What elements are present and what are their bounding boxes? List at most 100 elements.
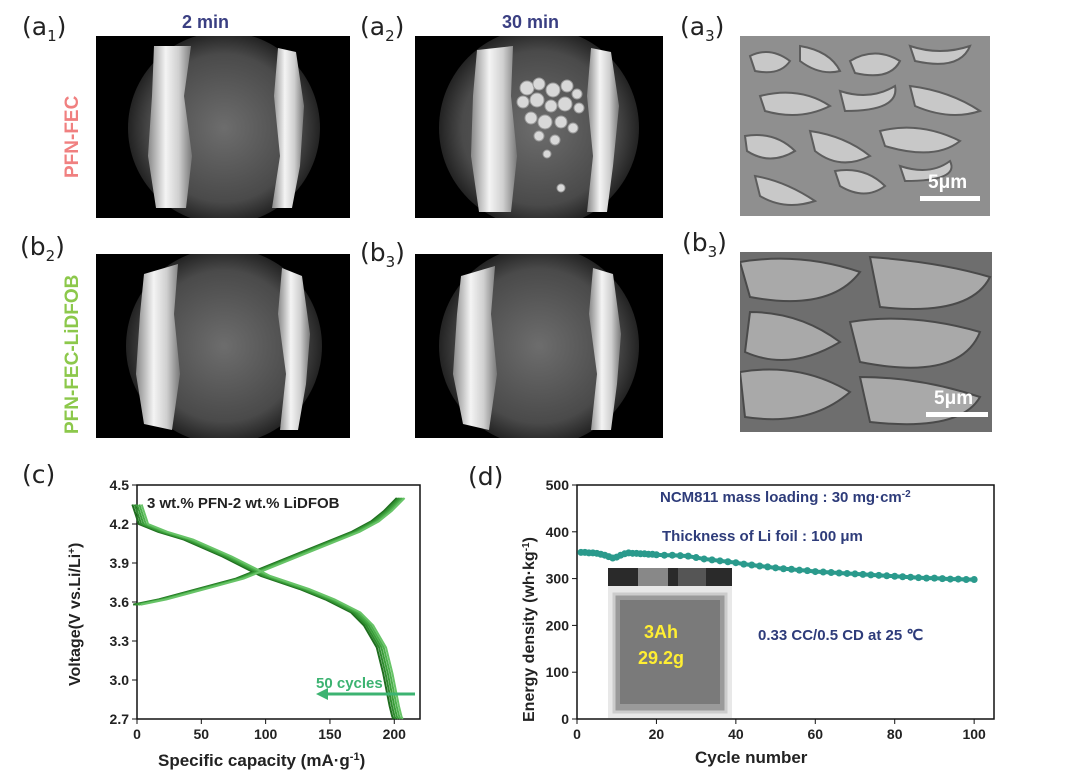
optical-image-a2 [415, 36, 663, 218]
chart-c-ytick-label: 3.9 [110, 555, 130, 571]
chart-d-ytick-label: 500 [546, 477, 570, 493]
scalebar-a3 [920, 196, 980, 201]
chart-c-ytick-label: 3.0 [110, 672, 130, 688]
scalebar-label-b3: 5μm [934, 388, 973, 409]
panel-label-b3: (b3) [360, 238, 405, 271]
chart-d-point [692, 554, 700, 562]
chart-d-point [899, 573, 907, 581]
panel-label-b2: (b2) [20, 232, 65, 265]
chart-c: 0 50 100 150 200 2.7 3.0 3.3 3.6 3.9 4.2 4.5 3 wt.%… [67, 477, 421, 770]
panel-label-d: (d) [468, 462, 504, 491]
chart-d-point [676, 552, 684, 560]
chart-d-point [835, 569, 843, 577]
chart-d-ylabel: Energy density (wh·kg-1) [521, 537, 539, 722]
chart-d-point [915, 574, 923, 582]
chart-d-point [946, 575, 954, 583]
chart-c-charge-line [136, 497, 402, 606]
optical-image-a1 [96, 36, 350, 218]
chart-d-point [883, 572, 891, 580]
dendrite-cluster [516, 77, 585, 193]
chart-d-point [668, 551, 676, 559]
chart-d-point [907, 573, 915, 581]
chart-d-point [684, 552, 692, 560]
chart-c-xtick-label: 50 [194, 726, 210, 742]
pouch-mass-label: 29.2g [638, 648, 684, 668]
chart-d-xtick-label: 60 [807, 726, 823, 742]
chart-c-xlabel: Specific capacity (mA·g-1) [158, 751, 365, 770]
chart-d-xtick-label: 80 [887, 726, 903, 742]
chart-d-point [827, 569, 835, 577]
optical-image-b2 [96, 254, 350, 438]
chart-d-point [724, 558, 732, 566]
chart-c-arrow-head [316, 688, 328, 700]
panel-label-a2: (a2) [360, 12, 405, 45]
chart-c-ytick-label: 3.3 [110, 633, 130, 649]
optical-image-b3 [415, 254, 663, 438]
chart-c-discharge-line [140, 504, 404, 720]
chart-d-annotation-thickness: Thickness of Li foil : 100 μm [662, 528, 863, 545]
chart-d-ytick-label: 200 [546, 617, 570, 633]
chart-d-ytick-label: 300 [546, 571, 570, 587]
panel-label-b3-sem: (b3) [682, 228, 727, 261]
chart-d-point [851, 570, 859, 578]
row-label-pfn-fec: PFN-FEC [62, 95, 83, 178]
time-label-2min: 2 min [182, 12, 230, 32]
chart-c-annotation: 3 wt.% PFN-2 wt.% LiDFOB [147, 495, 340, 512]
chart-c-charge-line [140, 497, 406, 606]
sem-image-b3: 5μm [740, 252, 992, 432]
scalebar-b3 [926, 412, 988, 417]
chart-d-xtick-label: 20 [649, 726, 665, 742]
chart-d-annotation-condition: 0.33 CC/0.5 CD at 25 ℃ [758, 627, 923, 644]
sem-image-a3: 5μm [740, 36, 990, 216]
chart-d-point [867, 571, 875, 579]
chart-d-point [795, 566, 803, 574]
chart-d-point [930, 574, 938, 582]
chart-d: 0 20 40 60 80 100 0 100 200 300 400 500 NCM811 mass… [521, 477, 995, 767]
chart-d-point [708, 556, 716, 564]
chart-d-frame [576, 484, 995, 720]
panel-label-a3: (a3) [680, 12, 725, 45]
chart-d-point [891, 572, 899, 580]
chart-d-point [756, 562, 764, 570]
chart-d-point [740, 560, 748, 568]
chart-c-xtick-label: 200 [383, 726, 407, 742]
chart-d-xlabel: Cycle number [695, 748, 808, 767]
chart-d-xtick-label: 100 [962, 726, 986, 742]
chart-d-xtick-label: 0 [573, 726, 581, 742]
chart-d-point [938, 575, 946, 583]
chart-d-point [859, 570, 867, 578]
chart-d-point [732, 559, 740, 567]
chart-c-charge-line [138, 497, 404, 606]
chart-c-xtick-label: 100 [254, 726, 278, 742]
chart-c-ytick-label: 4.5 [110, 477, 130, 493]
time-label-30min: 30 min [502, 12, 560, 32]
chart-d-point [764, 563, 772, 571]
pouch-capacity-label: 3Ah [644, 622, 678, 642]
chart-c-ytick-label: 3.6 [110, 594, 130, 610]
scalebar-label-a3: 5μm [928, 172, 967, 193]
chart-d-point [819, 568, 827, 576]
chart-d-point [700, 555, 708, 563]
panel-label-c: (c) [22, 460, 56, 489]
row-label-pfn-fec-lidfob: PFN-FEC-LiDFOB [62, 274, 83, 434]
chart-d-point [843, 569, 851, 577]
chart-d-point [716, 557, 724, 565]
chart-c-charge-line [132, 497, 398, 606]
chart-d-point [803, 567, 811, 575]
chart-d-point [811, 568, 819, 576]
chart-c-xtick-label: 0 [133, 726, 141, 742]
chart-d-point [787, 565, 795, 573]
chart-d-point [652, 551, 660, 559]
chart-d-point [772, 564, 780, 572]
chart-d-point [954, 575, 962, 583]
chart-d-ytick-label: 0 [561, 711, 569, 727]
pouch-cell-photo: 3Ah 29.2g [608, 568, 732, 718]
chart-c-charge-line [134, 497, 400, 606]
chart-d-point [970, 576, 978, 584]
chart-d-annotation-loading: NCM811 mass loading : 30 mg·cm-2 [660, 489, 911, 507]
chart-c-arrow-label: 50 cycles [316, 675, 383, 692]
chart-d-ytick-label: 100 [546, 664, 570, 680]
chart-c-xtick-label: 150 [318, 726, 342, 742]
chart-d-ytick-label: 400 [546, 524, 570, 540]
chart-d-point [748, 561, 756, 569]
